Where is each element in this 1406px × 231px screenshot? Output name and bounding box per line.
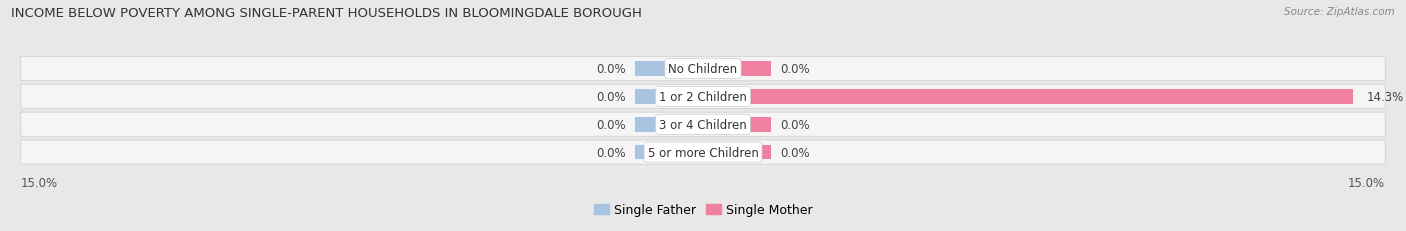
Text: 15.0%: 15.0% — [1348, 176, 1385, 189]
Text: 0.0%: 0.0% — [780, 63, 810, 76]
Text: 15.0%: 15.0% — [21, 176, 58, 189]
FancyBboxPatch shape — [21, 85, 1385, 109]
Bar — [703, 118, 772, 132]
Bar — [636, 118, 703, 132]
Text: 0.0%: 0.0% — [780, 146, 810, 159]
Bar — [636, 62, 703, 76]
Bar — [703, 145, 772, 160]
Legend: Single Father, Single Mother: Single Father, Single Mother — [589, 198, 817, 221]
Text: 0.0%: 0.0% — [596, 91, 626, 103]
Text: 14.3%: 14.3% — [1367, 91, 1405, 103]
Text: Source: ZipAtlas.com: Source: ZipAtlas.com — [1284, 7, 1395, 17]
Text: 1 or 2 Children: 1 or 2 Children — [659, 91, 747, 103]
Bar — [703, 90, 1353, 104]
Text: INCOME BELOW POVERTY AMONG SINGLE-PARENT HOUSEHOLDS IN BLOOMINGDALE BOROUGH: INCOME BELOW POVERTY AMONG SINGLE-PARENT… — [11, 7, 643, 20]
FancyBboxPatch shape — [21, 140, 1385, 164]
Text: 5 or more Children: 5 or more Children — [648, 146, 758, 159]
Text: 0.0%: 0.0% — [596, 63, 626, 76]
Text: No Children: No Children — [668, 63, 738, 76]
Bar — [636, 145, 703, 160]
FancyBboxPatch shape — [21, 57, 1385, 81]
FancyBboxPatch shape — [21, 113, 1385, 137]
Text: 3 or 4 Children: 3 or 4 Children — [659, 118, 747, 131]
Text: 0.0%: 0.0% — [596, 118, 626, 131]
Text: 0.0%: 0.0% — [780, 118, 810, 131]
Bar — [703, 62, 772, 76]
Bar — [636, 90, 703, 104]
Text: 0.0%: 0.0% — [596, 146, 626, 159]
